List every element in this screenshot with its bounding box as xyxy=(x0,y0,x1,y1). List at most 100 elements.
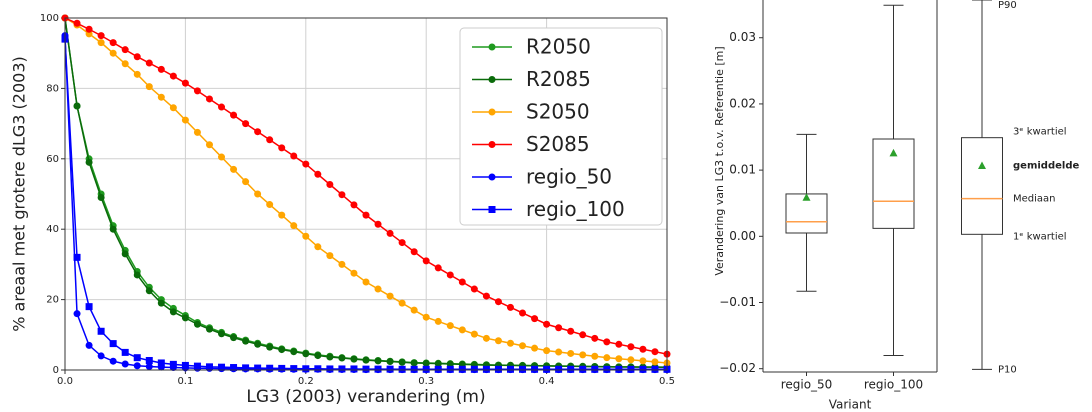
y-tick-label: −0.01 xyxy=(719,295,756,309)
y-tick-label: 60 xyxy=(46,154,59,165)
key-label: 3ᵉ kwartiel xyxy=(1013,127,1067,138)
marker xyxy=(531,365,539,373)
marker xyxy=(109,225,117,233)
marker xyxy=(145,362,153,370)
marker xyxy=(398,299,406,307)
marker xyxy=(157,93,165,101)
x-axis-label: LG3 (2003) verandering (m) xyxy=(246,387,485,407)
marker xyxy=(314,365,322,373)
marker xyxy=(362,278,370,286)
marker xyxy=(543,347,551,355)
y-tick-label: 40 xyxy=(46,224,59,235)
legend-marker xyxy=(488,108,496,116)
marker xyxy=(591,334,599,342)
marker xyxy=(205,363,213,371)
marker xyxy=(579,351,587,359)
marker xyxy=(434,365,442,373)
legend-marker xyxy=(488,206,496,213)
marker xyxy=(290,365,298,373)
marker xyxy=(326,365,334,373)
marker xyxy=(218,330,226,338)
marker xyxy=(266,343,274,351)
marker xyxy=(374,220,382,228)
marker xyxy=(121,250,129,258)
marker xyxy=(278,346,286,354)
y-axis-label: % areaal met grotere dLG3 (2003) xyxy=(10,56,29,331)
marker xyxy=(470,285,478,293)
marker xyxy=(85,303,93,311)
marker xyxy=(181,79,189,87)
marker xyxy=(133,53,141,61)
marker xyxy=(446,365,454,373)
marker xyxy=(121,60,129,68)
marker xyxy=(109,340,117,348)
y-tick-label: 100 xyxy=(40,13,59,24)
marker xyxy=(181,361,189,369)
y-axis-label: Verandering van LG3 t.o.v. Referentie [m… xyxy=(713,46,726,275)
marker xyxy=(205,325,213,333)
marker xyxy=(374,285,382,293)
marker xyxy=(434,264,442,272)
marker xyxy=(362,356,370,364)
marker xyxy=(350,355,358,363)
legend-marker xyxy=(488,76,496,83)
marker xyxy=(555,348,563,356)
marker xyxy=(266,364,274,372)
legend-box xyxy=(459,27,663,226)
legend-label: R2085 xyxy=(526,67,591,91)
marker xyxy=(278,144,286,152)
marker xyxy=(603,354,611,362)
marker xyxy=(543,365,551,373)
marker xyxy=(145,59,153,67)
legend-label: S2050 xyxy=(526,100,590,124)
marker xyxy=(218,363,226,371)
marker xyxy=(398,358,406,366)
marker xyxy=(422,359,430,367)
marker xyxy=(506,365,514,373)
marker xyxy=(338,354,346,362)
marker xyxy=(519,309,527,317)
marker xyxy=(169,104,177,112)
marker xyxy=(230,111,238,119)
marker xyxy=(85,25,93,33)
marker xyxy=(410,248,418,256)
marker xyxy=(278,211,286,219)
marker xyxy=(422,313,430,321)
marker xyxy=(181,314,189,322)
marker xyxy=(302,232,310,240)
x-axis-label: Variant xyxy=(829,398,872,412)
x-tick-label: 0.2 xyxy=(298,376,314,387)
marker xyxy=(121,360,129,368)
marker xyxy=(627,343,635,351)
x-tick-label: 0.4 xyxy=(539,376,555,387)
marker xyxy=(651,358,659,366)
marker xyxy=(157,299,165,307)
marker xyxy=(133,70,141,78)
marker xyxy=(193,87,201,95)
marker xyxy=(567,365,575,373)
marker xyxy=(254,190,262,198)
marker xyxy=(494,365,502,373)
marker xyxy=(482,365,490,373)
marker xyxy=(242,120,250,128)
key-label: P90 xyxy=(998,0,1017,11)
marker xyxy=(506,339,514,347)
marker xyxy=(230,364,238,372)
marker xyxy=(133,354,141,362)
marker xyxy=(193,362,201,370)
marker xyxy=(302,365,310,373)
marker xyxy=(109,357,117,365)
marker xyxy=(458,278,466,286)
marker xyxy=(639,345,647,353)
marker xyxy=(205,141,213,149)
marker xyxy=(97,327,105,335)
marker xyxy=(386,229,394,237)
marker xyxy=(109,49,117,57)
marker xyxy=(350,365,358,373)
marker xyxy=(73,310,81,318)
box xyxy=(961,137,1003,235)
marker xyxy=(386,292,394,300)
y-tick-label: 80 xyxy=(46,83,59,94)
marker xyxy=(85,341,93,349)
